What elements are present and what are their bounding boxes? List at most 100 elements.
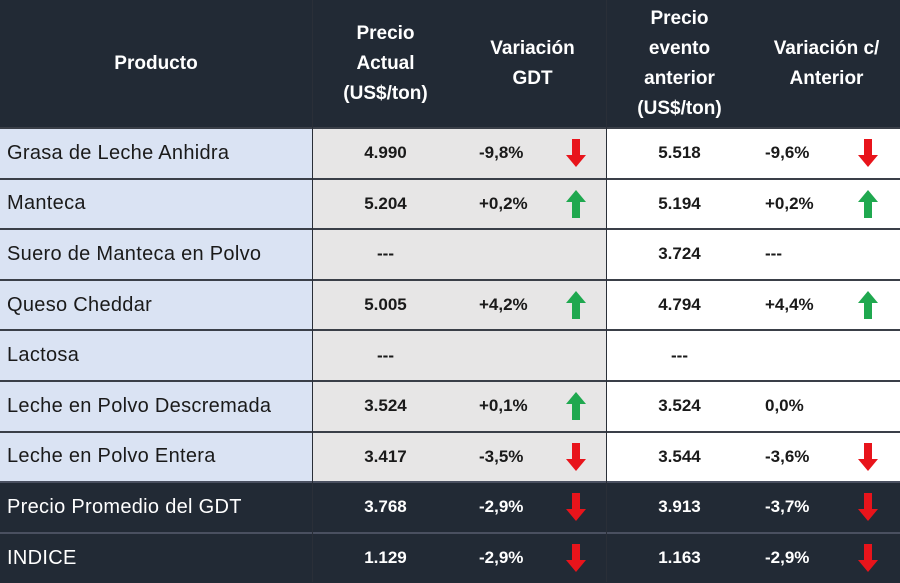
header-line: Variación c/ bbox=[773, 38, 880, 59]
arrow-down-icon bbox=[566, 544, 586, 573]
gdt-variation-value: -3,5% bbox=[479, 446, 524, 466]
current-price: 5.204 bbox=[312, 178, 459, 230]
product-name: Leche en Polvo Descremada bbox=[0, 381, 312, 432]
gdt-variation: +0,2% bbox=[459, 178, 606, 230]
previous-variation-value: 0,0% bbox=[765, 396, 804, 416]
column-divider bbox=[606, 0, 607, 582]
header-line: (US$/ton) bbox=[343, 83, 428, 104]
gdt-variation: +0,1% bbox=[459, 381, 606, 432]
gdt-variation-value: +4,2% bbox=[479, 295, 528, 315]
arrow-down-icon bbox=[858, 544, 878, 573]
product-name: Precio Promedio del GDT bbox=[0, 482, 312, 533]
previous-variation: +4,4% bbox=[753, 279, 900, 331]
previous-price: 5.194 bbox=[606, 178, 753, 230]
previous-variation-value: +4,4% bbox=[765, 295, 814, 315]
gdt-variation-value: -9,8% bbox=[479, 143, 524, 163]
product-name: Lactosa bbox=[0, 330, 312, 381]
previous-price: 3.524 bbox=[606, 381, 753, 432]
header-line: Precio bbox=[356, 23, 415, 44]
header-label: Producto bbox=[114, 49, 197, 79]
header-line: GDT bbox=[512, 68, 553, 89]
previous-variation: -9,6% bbox=[753, 128, 900, 179]
previous-price: 3.724 bbox=[606, 229, 753, 280]
gdt-variation: -9,8% bbox=[459, 128, 606, 179]
previous-price: 4.794 bbox=[606, 279, 753, 331]
arrow-up-icon bbox=[858, 291, 878, 320]
arrow-up-icon bbox=[566, 392, 586, 421]
product-name: INDICE bbox=[0, 532, 312, 583]
gdt-variation-value: +0,1% bbox=[479, 396, 528, 416]
row-divider bbox=[0, 278, 900, 281]
column-divider bbox=[312, 0, 313, 582]
previous-variation-value: +0,2% bbox=[765, 193, 814, 213]
previous-price: 5.518 bbox=[606, 128, 753, 179]
row-divider bbox=[0, 228, 900, 231]
previous-price: 3.913 bbox=[606, 482, 753, 533]
previous-variation: +0,2% bbox=[753, 178, 900, 230]
previous-variation: --- bbox=[753, 229, 900, 280]
row-divider bbox=[0, 127, 900, 129]
previous-variation: 0,0% bbox=[753, 381, 900, 432]
header-line: anterior bbox=[644, 68, 715, 89]
product-name: Suero de Manteca en Polvo bbox=[0, 229, 312, 280]
header-label: Precio evento anterior (US$/ton) bbox=[637, 4, 721, 124]
previous-variation: -3,7% bbox=[753, 482, 900, 533]
gdt-variation: -2,9% bbox=[459, 482, 606, 533]
header-variacion-anterior: Variación c/Anterior bbox=[753, 0, 900, 128]
product-name: Leche en Polvo Entera bbox=[0, 431, 312, 483]
product-name: Grasa de Leche Anhidra bbox=[0, 128, 312, 179]
previous-variation-value: -3,7% bbox=[765, 497, 810, 517]
arrow-down-icon bbox=[566, 442, 586, 471]
current-price: 1.129 bbox=[312, 532, 459, 583]
header-line: Anterior bbox=[789, 68, 864, 89]
previous-variation-value: -9,6% bbox=[765, 143, 810, 163]
gdt-variation: -2,9% bbox=[459, 532, 606, 583]
header-line: Actual bbox=[356, 53, 415, 74]
previous-variation-value: -3,6% bbox=[765, 446, 810, 466]
row-divider bbox=[0, 430, 900, 433]
header-line: Producto bbox=[114, 53, 198, 74]
row-divider bbox=[0, 329, 900, 332]
header-label: Variación c/Anterior bbox=[774, 34, 880, 94]
previous-variation-value: -2,9% bbox=[765, 548, 810, 568]
previous-variation: -2,9% bbox=[753, 532, 900, 583]
current-price: 4.990 bbox=[312, 128, 459, 179]
row-divider bbox=[0, 531, 900, 534]
arrow-down-icon bbox=[566, 493, 586, 522]
gdt-variation bbox=[459, 330, 606, 381]
current-price: --- bbox=[312, 330, 459, 381]
arrow-down-icon bbox=[858, 442, 878, 471]
current-price: 3.524 bbox=[312, 381, 459, 432]
previous-variation bbox=[753, 330, 900, 381]
arrow-up-icon bbox=[566, 291, 586, 320]
previous-variation: -3,6% bbox=[753, 431, 900, 483]
header-precio-actual: Precio Actual (US$/ton) bbox=[312, 0, 459, 128]
previous-price: 3.544 bbox=[606, 431, 753, 483]
current-price: 3.417 bbox=[312, 431, 459, 483]
current-price: --- bbox=[312, 229, 459, 280]
row-divider bbox=[0, 177, 900, 180]
arrow-down-icon bbox=[566, 139, 586, 168]
header-line: (US$/ton) bbox=[637, 98, 722, 119]
header-line: Variación bbox=[490, 38, 575, 59]
header-line: evento bbox=[648, 38, 711, 59]
arrow-down-icon bbox=[858, 493, 878, 522]
gdt-variation-value: +0,2% bbox=[479, 193, 528, 213]
gdt-variation-value: -2,9% bbox=[479, 497, 524, 517]
current-price: 5.005 bbox=[312, 279, 459, 331]
header-label: Variación GDT bbox=[490, 34, 575, 94]
header-label: Precio Actual (US$/ton) bbox=[343, 19, 427, 109]
arrow-up-icon bbox=[858, 189, 878, 218]
row-divider bbox=[0, 481, 900, 484]
header-variacion-gdt: Variación GDT bbox=[459, 0, 606, 128]
current-price: 3.768 bbox=[312, 482, 459, 533]
header-line: Precio bbox=[650, 8, 709, 29]
gdt-variation: +4,2% bbox=[459, 279, 606, 331]
product-name: Manteca bbox=[0, 178, 312, 230]
gdt-variation: -3,5% bbox=[459, 431, 606, 483]
arrow-down-icon bbox=[858, 139, 878, 168]
header-precio-anterior: Precio evento anterior (US$/ton) bbox=[606, 0, 753, 128]
header-producto: Producto bbox=[0, 0, 312, 128]
row-divider bbox=[0, 380, 900, 382]
